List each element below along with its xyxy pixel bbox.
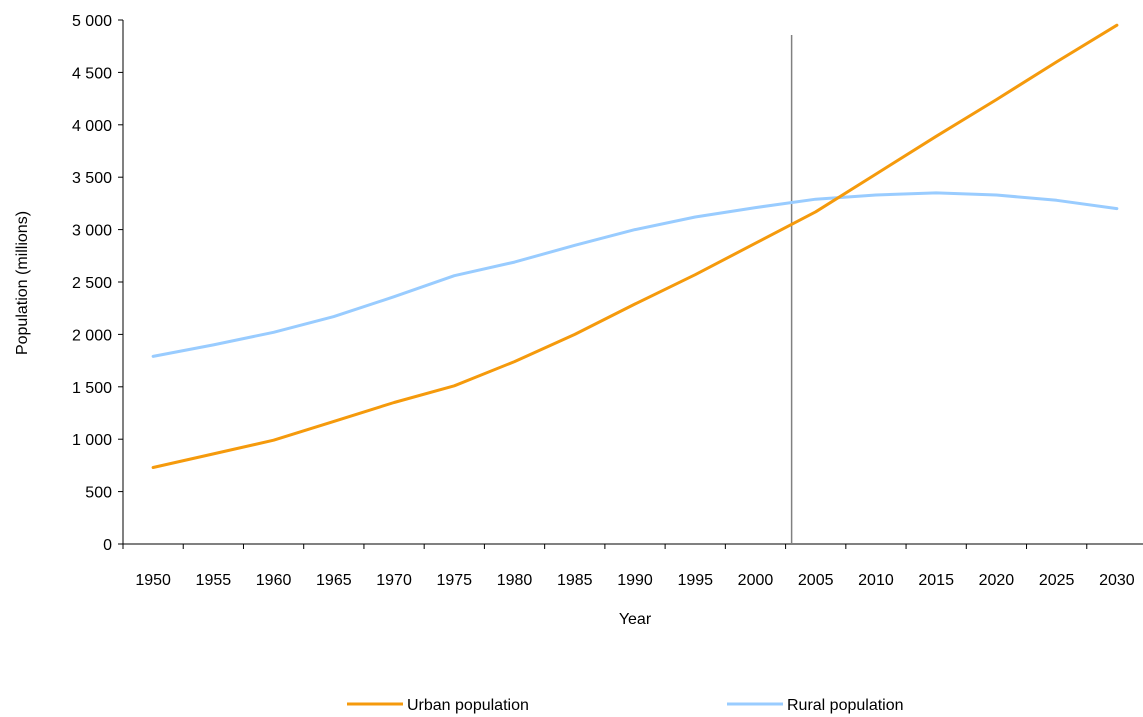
x-tick-label: 1975 bbox=[436, 572, 472, 589]
legend-label: Rural population bbox=[787, 697, 904, 714]
x-ticks: 1950 1955 1960 1965 1970 1975 1980 1985 1990 1995… bbox=[122, 544, 1135, 589]
x-tick-label: 2000 bbox=[738, 572, 774, 589]
axes bbox=[122, 20, 1143, 545]
x-tick-label: 2020 bbox=[979, 572, 1015, 589]
x-tick-label: 2015 bbox=[918, 572, 954, 589]
y-tick-label: 1 000 bbox=[72, 432, 112, 449]
y-tick-label: 4 000 bbox=[72, 118, 112, 135]
y-tick-label: 3 000 bbox=[72, 223, 112, 240]
y-ticks: 0 500 1 000 1 500 2 000 2 500 3 000 3 500 4 000 4… bbox=[72, 13, 123, 554]
x-tick-label: 1990 bbox=[617, 572, 653, 589]
x-tick-label: 1960 bbox=[256, 572, 292, 589]
y-tick-label: 3 500 bbox=[72, 170, 112, 187]
y-tick-label: 500 bbox=[85, 485, 112, 502]
y-tick-label: 4 500 bbox=[72, 65, 112, 82]
series-line-urban bbox=[151, 23, 1119, 469]
y-tick-label: 1 500 bbox=[72, 380, 112, 397]
x-tick-label: 2030 bbox=[1099, 572, 1135, 589]
x-tick-label: 1985 bbox=[557, 572, 593, 589]
y-tick-label: 2 500 bbox=[72, 275, 112, 292]
x-tick-label: 1955 bbox=[196, 572, 232, 589]
y-tick-label: 5 000 bbox=[72, 13, 112, 30]
legend: Urban population Rural population bbox=[347, 697, 904, 714]
x-tick-label: 1950 bbox=[135, 572, 171, 589]
x-tick-label: 1965 bbox=[316, 572, 352, 589]
x-tick-label: 2010 bbox=[858, 572, 894, 589]
x-tick-label: 1995 bbox=[677, 572, 713, 589]
x-tick-label: 2005 bbox=[798, 572, 834, 589]
x-tick-label: 1970 bbox=[376, 572, 412, 589]
x-tick-label: 1980 bbox=[497, 572, 533, 589]
series-line-rural bbox=[151, 191, 1119, 358]
x-tick-label: 2025 bbox=[1039, 572, 1075, 589]
y-tick-label: 0 bbox=[103, 537, 112, 554]
y-axis-title: Population (millions) bbox=[14, 211, 31, 355]
legend-item-urban: Urban population bbox=[347, 697, 529, 714]
legend-item-rural: Rural population bbox=[727, 697, 904, 714]
legend-label: Urban population bbox=[407, 697, 529, 714]
series-layer bbox=[151, 23, 1119, 469]
x-axis-title: Year bbox=[619, 611, 652, 628]
y-tick-label: 2 000 bbox=[72, 327, 112, 344]
